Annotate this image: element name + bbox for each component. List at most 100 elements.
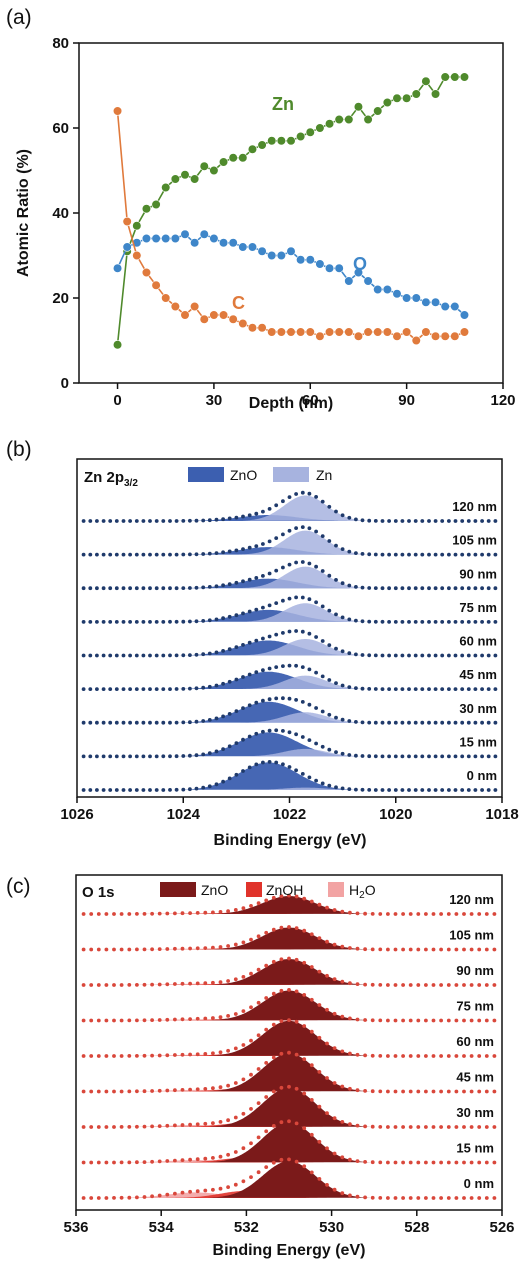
spectrum-dot-b (128, 687, 133, 691)
spectrum-dot-b (447, 620, 451, 624)
spectrum-dot-b (141, 788, 146, 792)
spectrum-dot-c (386, 1196, 390, 1200)
spectrum-dot-c (203, 1016, 208, 1021)
spectrum-dot-c (256, 1101, 261, 1105)
spectrum-dot-c (325, 1183, 329, 1187)
spectrum-dot-b (141, 552, 146, 557)
spectrum-dot-b (480, 687, 484, 691)
spectrum-dot-b (221, 583, 226, 588)
spectrum-dot-c (119, 1018, 124, 1023)
spectrum-dot-b (486, 653, 491, 658)
spectrum-dot-b (367, 788, 372, 792)
spectrum-dot-b (227, 776, 232, 781)
spectrum-dot-c (340, 1014, 345, 1019)
peak-zno-c (204, 1053, 374, 1092)
spectrum-dot-b (294, 663, 298, 668)
spectrum-dot-b (128, 586, 133, 591)
data-point-o (276, 250, 286, 261)
data-point-c (430, 331, 441, 341)
spectrum-dot-b (274, 665, 279, 669)
spectrum-dot-c (348, 1157, 352, 1162)
spectrum-dot-b (460, 552, 465, 557)
spectrum-dot-b (334, 646, 338, 651)
spectrum-dot-c (287, 925, 291, 929)
spectrum-dot-b (373, 720, 378, 725)
spectrum-dot-b (261, 636, 265, 641)
spectrum-dot-c (309, 1132, 314, 1137)
spectrum-dot-b (134, 788, 139, 792)
spectrum-dot-b (473, 788, 478, 792)
data-point-zn (161, 182, 171, 193)
spectrum-dot-b (367, 552, 372, 557)
spectrum-dot-c (469, 947, 474, 952)
depth-label-c: 105 nm (449, 928, 494, 943)
spectrum-dot-b (433, 788, 438, 792)
spectrum-dot-b (254, 576, 259, 580)
spectrum-dot-b (320, 709, 325, 714)
spectrum-dot-b (261, 509, 265, 514)
peak-zno-c (204, 927, 374, 950)
spectrum-dot-c (112, 1125, 116, 1129)
spectrum-dot-b (347, 583, 352, 588)
spectrum-dot-c (416, 1196, 421, 1200)
spectrum-dot-b (267, 760, 272, 764)
spectrum-dot-c (340, 944, 345, 949)
spectrum-dot-c (370, 912, 375, 916)
spectrum-dot-c (195, 981, 200, 986)
spectrum-dot-c (96, 1054, 101, 1058)
spectrum-dot-c (89, 1018, 94, 1023)
data-point-zn (199, 161, 209, 171)
spectrum-dot-b (221, 517, 226, 522)
spectrum-dot-b (121, 620, 126, 624)
spectrum-dot-b (281, 729, 285, 733)
data-point-c (373, 327, 383, 337)
spectrum-dot-b (214, 617, 219, 622)
spectrum-dot-b (188, 787, 192, 792)
spectrum-dot-c (386, 983, 390, 987)
spectrum-dot-c (256, 934, 261, 939)
spectrum-dot-c (416, 1018, 421, 1023)
spectrum-dot-c (386, 1054, 390, 1058)
spectrum-dot-c (439, 983, 443, 987)
spectrum-dot-b (247, 672, 252, 677)
spectrum-dot-b (134, 519, 139, 523)
series-line-o (116, 233, 466, 316)
series-label-o: O (353, 254, 367, 274)
spectrum-dot-b (387, 720, 391, 725)
spectrum-dot-c (401, 1018, 405, 1023)
spectrum-dot-c (226, 1014, 231, 1018)
spectrum-dot-b (400, 754, 405, 759)
spectrum-dot-c (363, 982, 367, 987)
spectrum-dot-b (287, 663, 292, 668)
spectrum-dot-c (89, 1160, 94, 1165)
spectrum-dot-c (173, 946, 177, 951)
spectrum-dot-b (148, 687, 152, 691)
spectrum-dot-c (81, 983, 86, 987)
spectrum-dot-b (194, 753, 199, 758)
data-point-c (411, 335, 421, 346)
panel-c-o1s-spectra: (c) 120 nm 105 nm 90 nm 75 nm 60 nm 45 nm 30 n… (6, 874, 515, 1259)
spectrum-dot-c (203, 1188, 208, 1193)
spectrum-dot-c (157, 911, 162, 916)
spectrum-dot-b (347, 719, 352, 723)
spectrum-dot-c (211, 980, 215, 985)
spectrum-dot-c (195, 1087, 200, 1092)
spectrum-dot-b (221, 779, 226, 784)
spectrum-dot-c (416, 1089, 421, 1094)
spectrum-dot-b (194, 619, 199, 624)
spectrum-dot-c (256, 1033, 261, 1038)
data-point-c (190, 301, 200, 312)
spectrum-dot-b (347, 651, 352, 656)
spectrum-dot-b (247, 545, 252, 550)
spectrum-dot-b (373, 619, 378, 624)
spectrum-dot-b (101, 586, 106, 591)
spectrum-dot-c (492, 947, 497, 952)
spectrum-dot-c (325, 973, 329, 978)
data-point-zn (430, 89, 441, 99)
spectrum-dot-c (492, 983, 497, 987)
spectrum-dot-c (439, 1160, 443, 1165)
spectrum-dot-c (211, 1121, 215, 1125)
spectrum-dot-c (104, 912, 109, 916)
spectrum-dot-b (460, 720, 465, 725)
spectrum-dot-c (302, 993, 307, 997)
